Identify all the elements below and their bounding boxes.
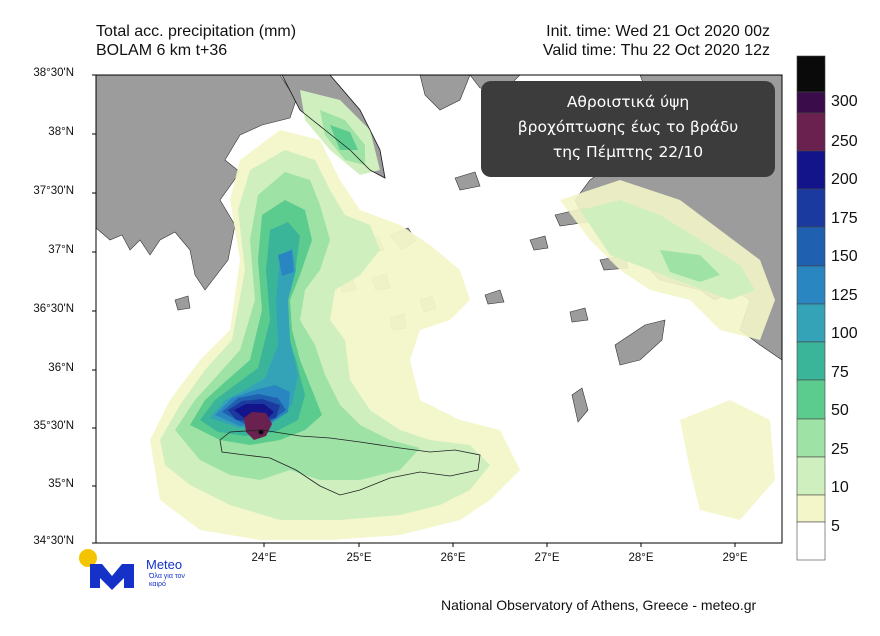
init-time: Init. time: Wed 21 Oct 2020 00z	[546, 23, 770, 40]
colorbar-label: 75	[831, 364, 849, 381]
colorbar-label: 5	[831, 518, 840, 535]
precip-100mm	[210, 248, 298, 428]
colorbar-label: 10	[831, 479, 849, 496]
lat-label: 35°30'N	[33, 420, 74, 432]
annotation-line2: βροχόπτωσης έως το βράδυ	[517, 118, 739, 136]
colorbar-swatch	[796, 226, 826, 267]
meteo-logo[interactable]	[78, 548, 208, 593]
colorbar-label: 50	[831, 402, 849, 419]
lat-label: 36°30'N	[33, 303, 74, 315]
lat-label: 35°N	[48, 478, 74, 490]
credit-text: National Observatory of Athens, Greece -…	[441, 597, 757, 613]
colorbar-swatch	[796, 112, 826, 152]
lat-label: 36°N	[48, 362, 74, 374]
colorbar-label: 175	[831, 210, 858, 227]
colorbar-swatch	[796, 265, 826, 305]
precip-layers	[150, 90, 775, 540]
lat-label: 37°30'N	[33, 185, 74, 197]
m-logo-icon	[90, 564, 134, 590]
lon-label: 26°E	[440, 552, 466, 564]
sun-icon	[79, 549, 97, 567]
colorbar-label: 25	[831, 441, 849, 458]
colorbar-swatch	[796, 341, 826, 381]
colorbar-swatch	[796, 188, 826, 228]
greek-mainland	[96, 75, 297, 291]
time-block: Init. time: Wed 21 Oct 2020 00z Valid ti…	[543, 22, 770, 60]
lon-label: 27°E	[534, 552, 560, 564]
colorbar-swatch	[796, 521, 826, 561]
coastlines	[219, 75, 481, 496]
annotation-line1: Αθροιστικά ύψη	[566, 93, 690, 111]
lon-label: 28°E	[628, 552, 654, 564]
colorbar-label: 100	[831, 325, 858, 342]
logo-tagline: Όλα για τον καιρό	[149, 573, 185, 588]
valid-time: Valid time: Thu 22 Oct 2020 12z	[542, 42, 770, 59]
colorbar-swatch	[796, 494, 826, 523]
colorbar-swatch	[796, 418, 826, 458]
lat-label: 38°N	[48, 126, 74, 138]
precip-300mm	[258, 429, 264, 435]
colorbar	[796, 55, 826, 561]
precip-250mm	[244, 412, 272, 440]
annotation-box: Αθροιστικά ύψη βροχόπτωσης έως το βράδυ …	[481, 81, 775, 177]
lat-ticks	[92, 74, 96, 544]
title-block: Total acc. precipitation (mm) BOLAM 6 km…	[96, 22, 296, 60]
colorbar-label: 300	[831, 93, 858, 110]
colorbar-label: 200	[831, 171, 858, 188]
map-frame	[95, 74, 783, 544]
colorbar-swatch	[796, 379, 826, 420]
map-subtitle: BOLAM 6 km t+36	[96, 42, 228, 59]
map-title: Total acc. precipitation (mm)	[96, 23, 297, 40]
colorbar-swatch	[796, 456, 826, 496]
colorbar-label: 125	[831, 287, 858, 304]
colorbar-swatch	[796, 91, 826, 114]
colorbar-swatch	[796, 150, 826, 190]
colorbar-label: 250	[831, 133, 858, 150]
logo-name: Meteo	[146, 557, 183, 572]
lat-label: 37°N	[48, 244, 74, 256]
lat-label: 38°30'N	[33, 67, 74, 79]
lon-ticks	[263, 543, 736, 547]
lon-label: 24°E	[251, 552, 277, 564]
colorbar-label: 150	[831, 248, 858, 265]
colorbar-swatch	[796, 55, 826, 93]
annotation-line3: της Πέμπτης 22/10	[552, 143, 704, 161]
lon-label: 25°E	[346, 552, 372, 564]
lat-label: 34°30'N	[33, 535, 74, 547]
colorbar-swatch	[796, 303, 826, 343]
lon-label: 29°E	[722, 552, 748, 564]
rhodes	[614, 319, 666, 366]
